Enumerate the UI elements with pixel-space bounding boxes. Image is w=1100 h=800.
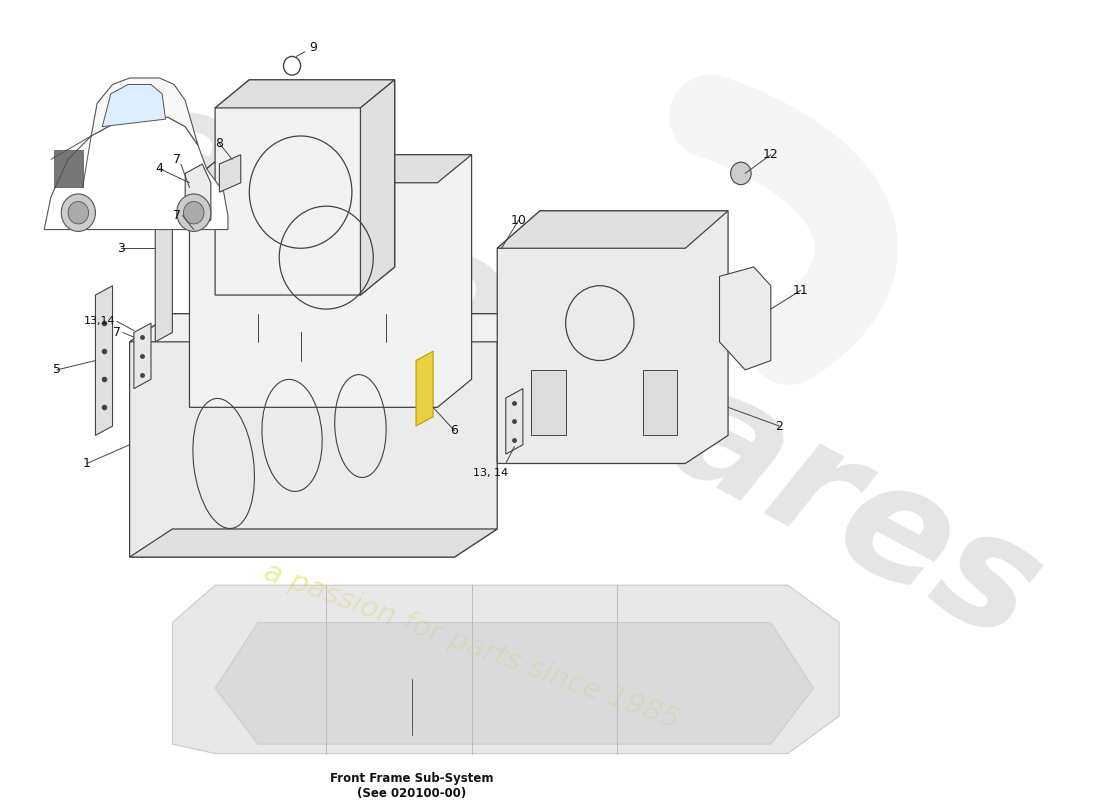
Polygon shape: [102, 85, 165, 126]
Text: 7: 7: [173, 153, 180, 166]
Polygon shape: [155, 174, 173, 342]
Text: a passion for parts since 1985: a passion for parts since 1985: [260, 558, 683, 734]
Text: 11: 11: [793, 284, 808, 297]
Text: eurospares: eurospares: [100, 64, 1065, 675]
Text: 6: 6: [451, 424, 459, 438]
Polygon shape: [216, 80, 395, 295]
Polygon shape: [497, 211, 728, 463]
Text: 13, 14: 13, 14: [473, 468, 508, 478]
Text: 7: 7: [173, 209, 180, 222]
Text: Front Frame Sub-System
(See 020100-00): Front Frame Sub-System (See 020100-00): [330, 772, 494, 800]
Polygon shape: [130, 529, 497, 557]
Text: 9: 9: [309, 41, 318, 54]
Polygon shape: [173, 585, 839, 754]
Polygon shape: [185, 164, 211, 225]
Polygon shape: [719, 267, 771, 370]
Polygon shape: [531, 370, 565, 435]
Polygon shape: [642, 370, 676, 435]
Polygon shape: [506, 389, 522, 454]
Polygon shape: [134, 323, 151, 389]
Polygon shape: [130, 314, 515, 342]
Polygon shape: [44, 118, 228, 230]
Polygon shape: [216, 80, 395, 108]
Polygon shape: [416, 351, 433, 426]
Polygon shape: [497, 211, 728, 248]
Circle shape: [68, 202, 89, 224]
Text: 5: 5: [53, 363, 60, 377]
Text: 2: 2: [776, 419, 783, 433]
Text: 3: 3: [117, 242, 125, 254]
Polygon shape: [216, 622, 814, 744]
Text: 12: 12: [763, 148, 779, 161]
Polygon shape: [361, 80, 395, 295]
Text: 13,14: 13,14: [84, 316, 116, 326]
Polygon shape: [189, 154, 472, 182]
Text: 7: 7: [113, 326, 121, 339]
Polygon shape: [54, 150, 82, 187]
Text: 8: 8: [216, 137, 223, 150]
Circle shape: [62, 194, 96, 231]
Polygon shape: [91, 78, 198, 146]
Polygon shape: [130, 314, 497, 557]
Polygon shape: [96, 286, 112, 435]
Text: 1: 1: [82, 457, 91, 470]
Circle shape: [177, 194, 211, 231]
Text: 4: 4: [155, 162, 164, 175]
Circle shape: [730, 162, 751, 185]
Circle shape: [184, 202, 204, 224]
Text: 10: 10: [510, 214, 527, 226]
Polygon shape: [219, 154, 241, 192]
Polygon shape: [189, 154, 472, 407]
